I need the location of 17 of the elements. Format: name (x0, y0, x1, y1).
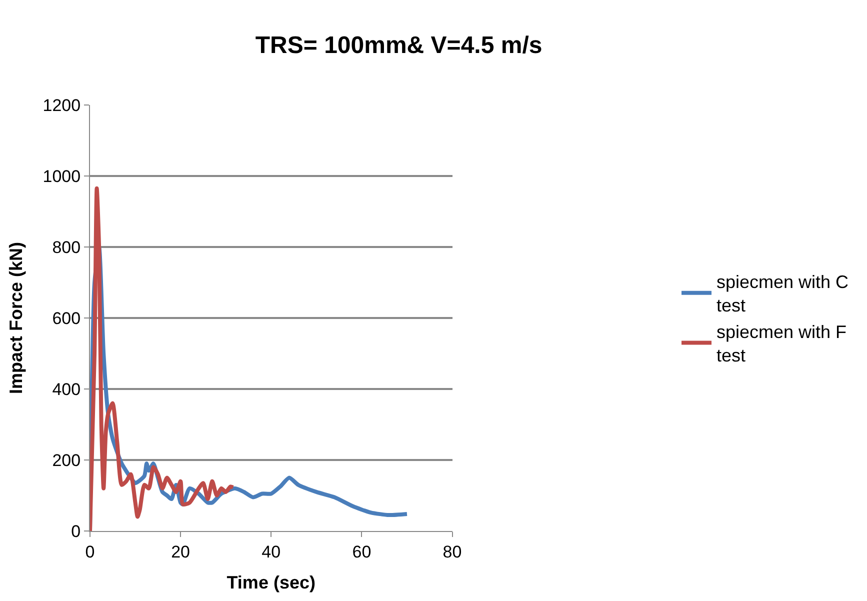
chart-title: TRS= 100mm& V=4.5 m/s (255, 32, 542, 59)
x-tick-label: 40 (262, 542, 281, 562)
legend-label: spiecmen with F test (716, 322, 847, 366)
y-axis-title: Impact Force (kN) (6, 242, 26, 394)
x-tick-label: 80 (442, 542, 462, 562)
y-tick-label: 400 (52, 380, 81, 399)
x-tick-label: 20 (171, 542, 190, 562)
x-axis-title: Time (sec) (226, 572, 316, 592)
y-tick-label: 1200 (42, 96, 81, 115)
line-series (90, 186, 236, 531)
x-tick-label: 0 (85, 542, 95, 562)
y-tick-label: 200 (52, 450, 81, 470)
x-tick-label: 60 (352, 542, 372, 562)
y-tick-label: 1000 (42, 166, 81, 186)
y-tick-label: 600 (52, 308, 81, 328)
y-tick-label: 0 (71, 522, 81, 541)
y-tick-label: 800 (52, 238, 81, 257)
